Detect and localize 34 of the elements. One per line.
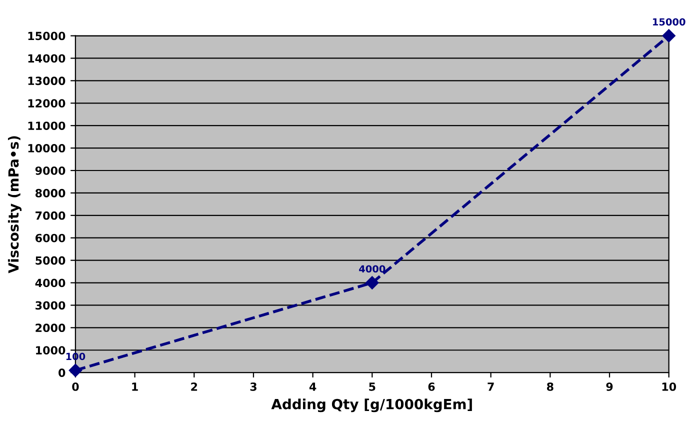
x-tick-label: 6 bbox=[428, 382, 435, 391]
x-tick-label: 0 bbox=[72, 382, 79, 391]
x-tick-label: 1 bbox=[132, 382, 138, 391]
x-tick-label: 9 bbox=[606, 382, 613, 391]
x-tick-label: 8 bbox=[546, 382, 554, 391]
x-tick-label: 3 bbox=[250, 382, 256, 391]
y-tick-label: 14000 bbox=[28, 54, 66, 63]
y-tick-label: 15000 bbox=[28, 32, 66, 40]
y-tick-label: 7000 bbox=[36, 211, 66, 220]
x-tick-label: 10 bbox=[662, 382, 676, 391]
y-tick-label: 1000 bbox=[36, 346, 66, 355]
x-tick-label: 4 bbox=[309, 382, 316, 391]
point bbox=[366, 276, 379, 290]
y-tick-label: 6000 bbox=[36, 234, 66, 242]
y-tick-label: 5000 bbox=[36, 256, 66, 265]
y-axis-title: Viscosity (mPa•s) bbox=[8, 136, 22, 274]
point bbox=[662, 29, 676, 42]
y-tick-label: 9000 bbox=[35, 166, 66, 175]
y-tick-label: 8000 bbox=[35, 188, 66, 198]
y-tick-label: 0 bbox=[58, 368, 66, 377]
y-tick-label: 3000 bbox=[36, 301, 66, 310]
data-label: 15000 bbox=[653, 18, 686, 26]
x-tick-label: 5 bbox=[369, 382, 376, 391]
point bbox=[68, 364, 82, 377]
y-tick-label: 12000 bbox=[28, 99, 66, 108]
x-tick-label: 7 bbox=[488, 382, 494, 391]
x-axis-title: Adding Qty [g/1000kgEm] bbox=[271, 398, 472, 412]
y-tick-label: 2000 bbox=[36, 324, 66, 332]
y-tick-label: 4000 bbox=[35, 278, 66, 288]
data-label: 4000 bbox=[359, 265, 386, 273]
x-tick-label: 2 bbox=[191, 382, 198, 391]
y-tick-label: 10000 bbox=[28, 144, 66, 152]
y-tick-label: 11000 bbox=[28, 122, 66, 130]
y-tick-label: 13000 bbox=[28, 76, 66, 86]
